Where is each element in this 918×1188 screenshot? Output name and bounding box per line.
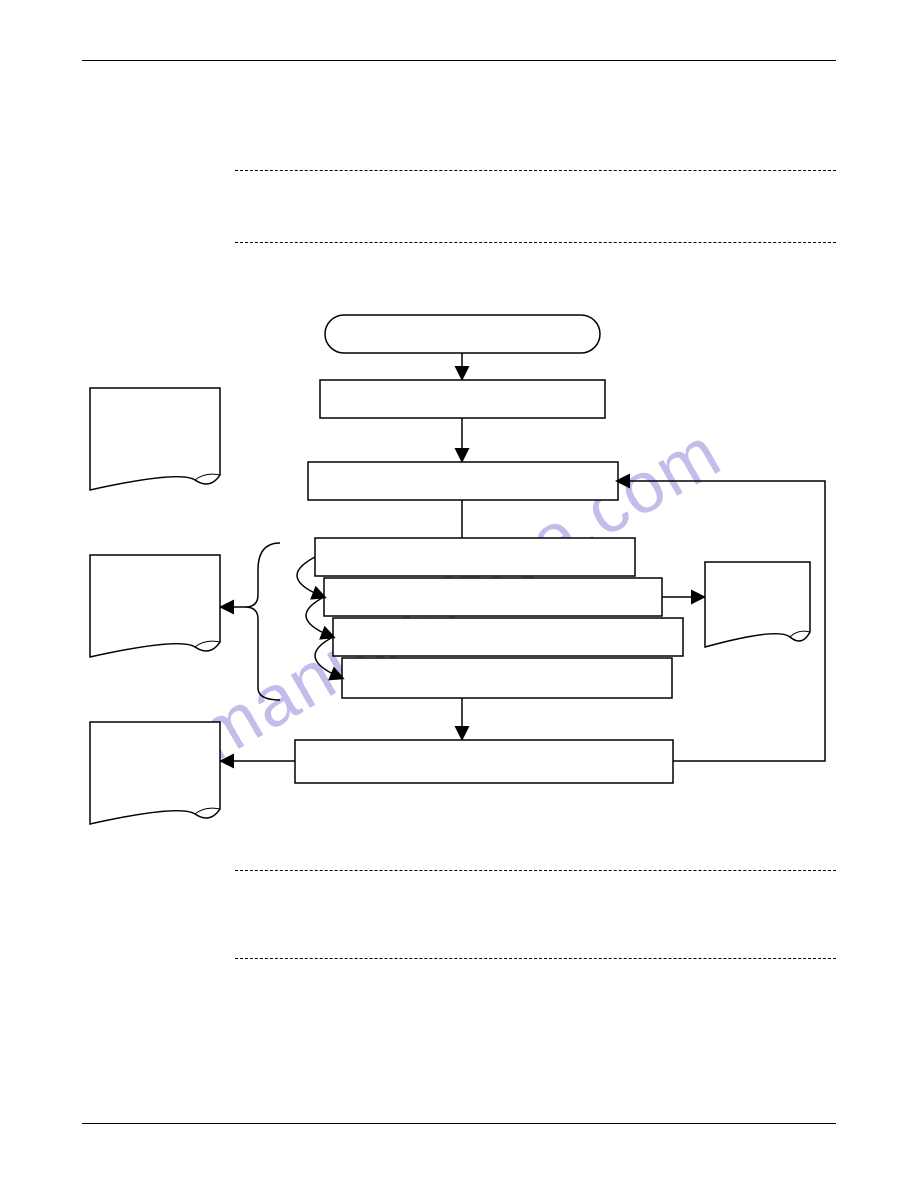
note2-node (90, 555, 220, 657)
sub1-node (315, 538, 635, 576)
sub3-node (333, 618, 683, 656)
note3-node (90, 722, 220, 824)
flowchart-diagram (0, 0, 918, 1188)
sub2-node (324, 578, 662, 616)
note4-node (705, 562, 810, 647)
step1-node (320, 380, 605, 418)
step3-node (295, 740, 673, 783)
note1-node (90, 388, 220, 490)
bracket-left (245, 543, 280, 700)
start-node (325, 315, 600, 353)
page-container: manualshive.com (0, 0, 918, 1188)
sub4-node (342, 658, 672, 698)
step2-node (308, 462, 618, 500)
